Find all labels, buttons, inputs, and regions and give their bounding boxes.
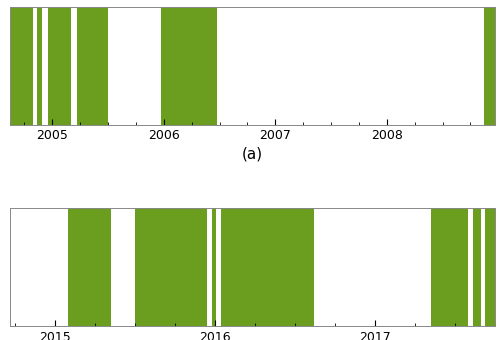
Bar — [431, 208, 468, 326]
Bar — [160, 7, 218, 125]
Bar — [68, 208, 111, 326]
X-axis label: (a): (a) — [242, 147, 263, 162]
Bar — [48, 7, 72, 125]
Bar — [486, 208, 495, 326]
Bar — [472, 208, 480, 326]
Bar — [10, 7, 34, 125]
Bar — [222, 208, 314, 326]
Bar — [212, 208, 216, 326]
Bar — [77, 7, 108, 125]
Bar — [37, 7, 43, 125]
Bar — [484, 7, 495, 125]
Bar — [135, 208, 207, 326]
